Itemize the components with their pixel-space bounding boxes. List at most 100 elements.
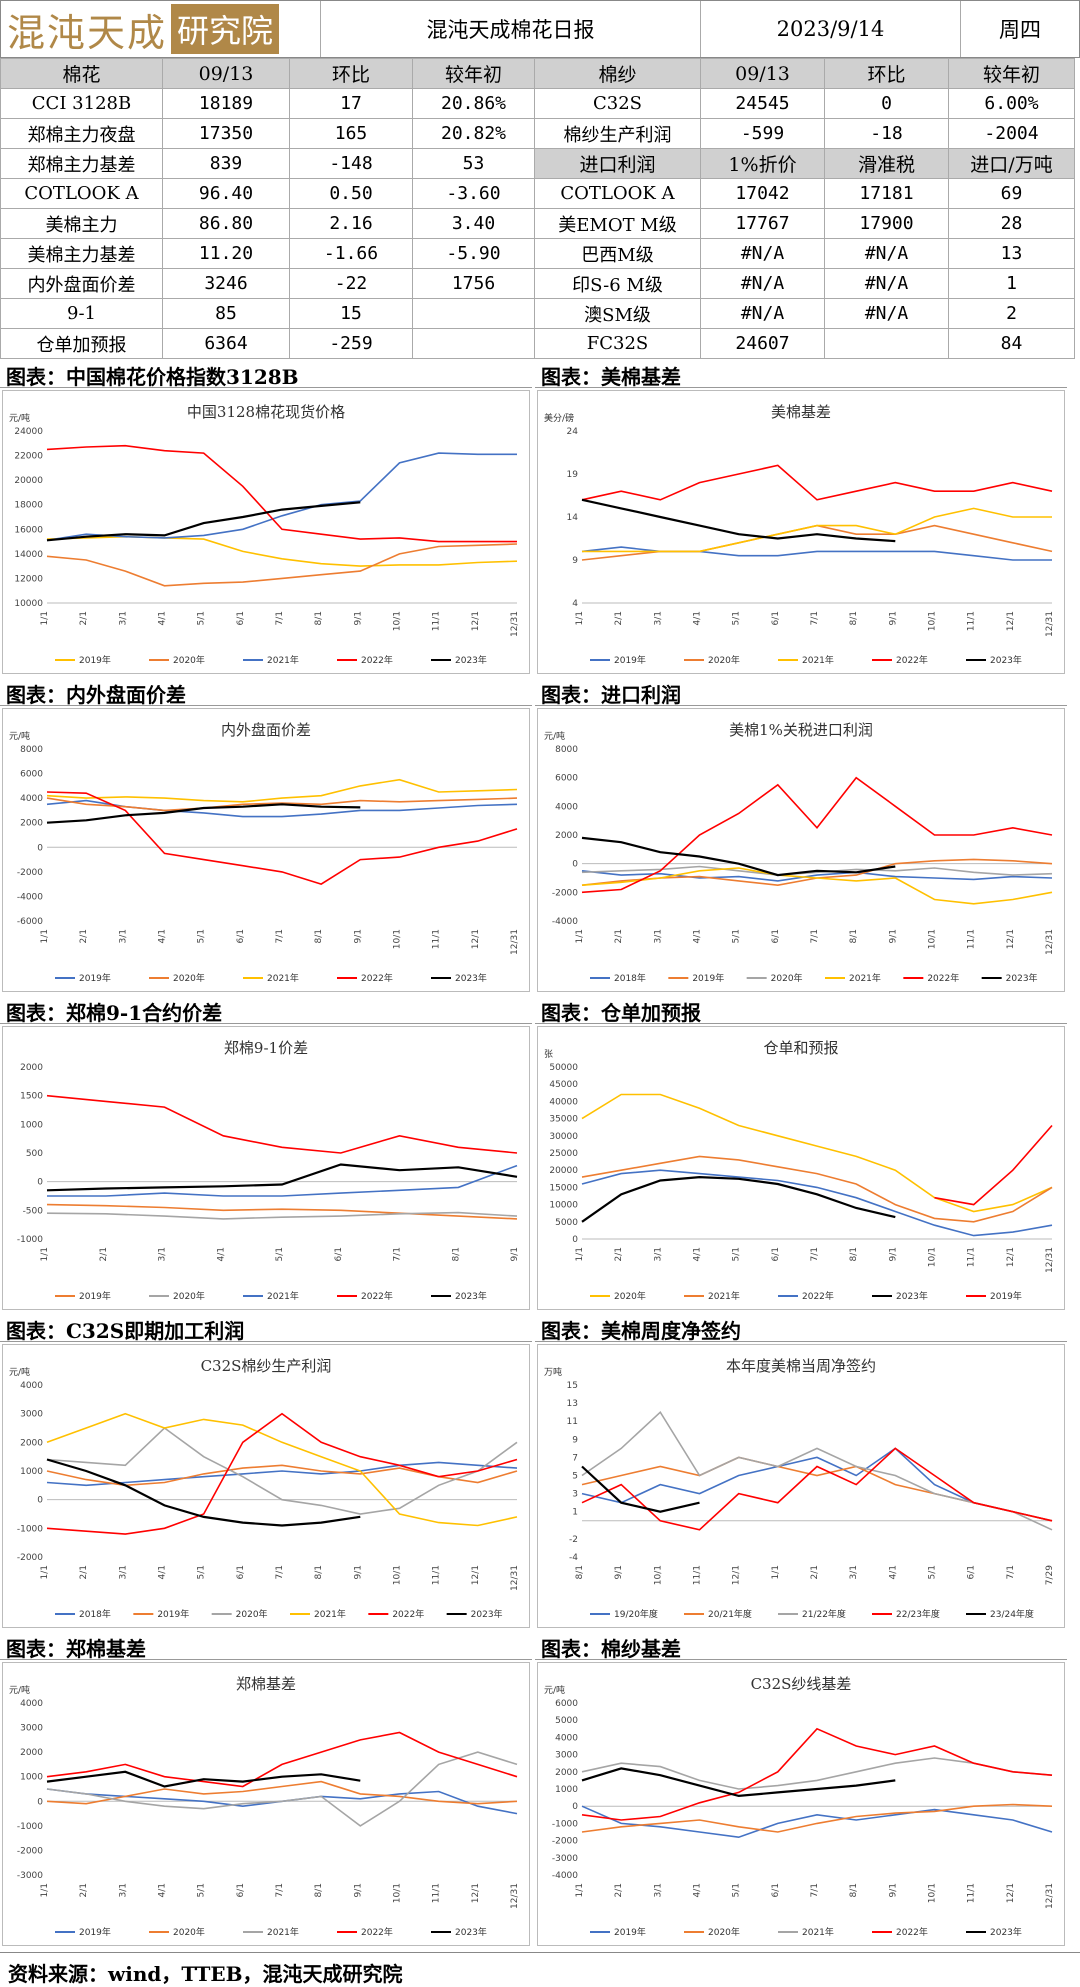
x-tick-label: 6/1 — [236, 611, 246, 625]
series-line — [581, 1767, 896, 1798]
y-axis-label: 万吨 — [544, 1366, 562, 1378]
chart-title: 美棉1%关税进口利润 — [729, 721, 873, 739]
y-tick-label: 15 — [567, 1381, 578, 1391]
series-line — [46, 1211, 518, 1220]
y-tick-label: 3000 — [20, 1724, 43, 1734]
report-header: 混沌天成 研究院 混沌天成棉花日报 2023/9/14 周四 — [0, 0, 1080, 58]
y-tick-label: 9 — [572, 556, 578, 566]
row-label: 印S-6 M级 — [534, 268, 701, 299]
y-tick-label: 1000 — [20, 1467, 43, 1477]
x-tick-label: 4/1 — [158, 611, 168, 625]
series-line — [46, 1412, 518, 1527]
series-line — [46, 1412, 518, 1535]
table-cell: 环比 — [289, 58, 413, 89]
row-label: C32S — [534, 88, 701, 119]
table-cell: 20.82% — [412, 118, 535, 149]
series-line — [46, 1780, 518, 1805]
table-cell: 0.50 — [289, 178, 413, 209]
x-tick-label: 2/1 — [99, 1247, 109, 1261]
x-tick-label: 5/1 — [732, 1247, 742, 1261]
x-tick-label: 8/1 — [314, 611, 324, 625]
row-label: CCI 3128B — [0, 88, 163, 119]
y-tick-label: 0 — [572, 860, 578, 870]
legend-label: 2022年 — [896, 1926, 928, 1938]
legend-label: 2019年 — [614, 1926, 646, 1938]
legend-label: 2021年 — [708, 1290, 740, 1302]
y-tick-label: -6000 — [17, 917, 43, 927]
x-tick-label: 2/1 — [79, 929, 89, 943]
table-cell — [824, 328, 949, 359]
series-line — [581, 1465, 700, 1513]
legend-label: 2022年 — [392, 1608, 424, 1620]
y-tick-label: -500 — [23, 1206, 44, 1216]
x-tick-label: 10/1 — [393, 1565, 403, 1585]
table-cell: 2.16 — [289, 208, 413, 239]
y-tick-label: -4000 — [552, 917, 578, 927]
y-tick-label: 5 — [572, 1472, 578, 1482]
series-line — [581, 1805, 1053, 1839]
series-line — [581, 867, 1053, 905]
section-title: 图表：C32S即期加工利润 — [0, 1312, 532, 1343]
x-tick-label: 8/1 — [849, 1247, 859, 1261]
x-tick-label: 2/1 — [614, 611, 624, 625]
chart-title: 美棉基差 — [771, 403, 831, 421]
series-line — [46, 1461, 518, 1487]
section-title: 图表：内外盘面价差 — [0, 676, 532, 707]
x-tick-label: 3/1 — [653, 1883, 663, 1897]
x-tick-label: 5/1 — [275, 1247, 285, 1261]
x-tick-label: 11/1 — [967, 611, 977, 631]
x-tick-label: 11/1 — [967, 1247, 977, 1267]
chart-title: C32S纱线基差 — [751, 1675, 852, 1693]
x-tick-label: 3/1 — [653, 929, 663, 943]
x-tick-label: 10/1 — [653, 1565, 663, 1585]
legend-label: 2020年 — [708, 1926, 740, 1938]
x-tick-label: 7/1 — [810, 1883, 820, 1897]
row-label: 9-1 — [0, 298, 163, 329]
y-tick-label: 1500 — [20, 1092, 43, 1102]
y-tick-label: 13 — [567, 1399, 578, 1409]
x-tick-label: 12/1 — [471, 1883, 481, 1903]
y-tick-label: 0 — [37, 843, 43, 853]
legend-label: 2018年 — [614, 972, 646, 984]
logo-box: 研究院 — [171, 4, 280, 54]
series-line — [581, 870, 1053, 882]
y-tick-label: 4000 — [555, 1733, 578, 1743]
table-cell: 6364 — [162, 328, 290, 359]
y-tick-label: 35000 — [549, 1115, 578, 1125]
y-axis-label: 张 — [544, 1049, 553, 1060]
y-tick-label: 15000 — [549, 1183, 578, 1193]
x-tick-label: 1/1 — [575, 929, 585, 943]
x-tick-label: 5/1 — [732, 1883, 742, 1897]
table-cell: -5.90 — [412, 238, 535, 269]
table-cell: 09/13 — [700, 58, 825, 89]
y-tick-label: -3000 — [17, 1871, 43, 1881]
series-line — [46, 797, 518, 812]
x-tick-label: 8/1 — [575, 1565, 585, 1579]
table-cell: #N/A — [824, 268, 949, 299]
y-tick-label: 2000 — [555, 1768, 578, 1778]
legend-label: 2018年 — [79, 1608, 111, 1620]
x-tick-label: 6/1 — [771, 929, 781, 943]
series-line — [581, 498, 896, 543]
table-cell: 24607 — [700, 328, 825, 359]
y-tick-label: -1000 — [552, 1819, 578, 1829]
y-tick-label: 8000 — [20, 745, 43, 755]
y-tick-label: 30000 — [549, 1132, 578, 1142]
y-axis-label: 元/吨 — [544, 1684, 565, 1696]
y-tick-label: 2000 — [20, 1748, 43, 1758]
table-row: COTLOOK A 96.40 0.50 -3.60 COTLOOK A 17042 171… — [0, 178, 1075, 209]
data-table: 棉花 09/13 环比 较年初 棉纱 09/13 环比 较年初 CCI 3128B 18189 17… — [0, 58, 1075, 359]
y-tick-label: 9 — [572, 1435, 578, 1445]
x-tick-label: 12/31 — [510, 1883, 520, 1909]
x-tick-label: 12/1 — [1006, 1247, 1016, 1267]
y-tick-label: -2000 — [17, 868, 43, 878]
chart-title: 郑棉基差 — [236, 1675, 296, 1693]
chart-panel: 仓单和预报张 0 5000 10000 15000 20000 25000 30000 3500… — [537, 1026, 1065, 1310]
legend-label: 2022年 — [927, 972, 959, 984]
x-tick-label: 12/31 — [1045, 1883, 1055, 1909]
y-axis-label: 元/吨 — [9, 412, 30, 424]
table-cell: 1%折价 — [700, 148, 825, 179]
